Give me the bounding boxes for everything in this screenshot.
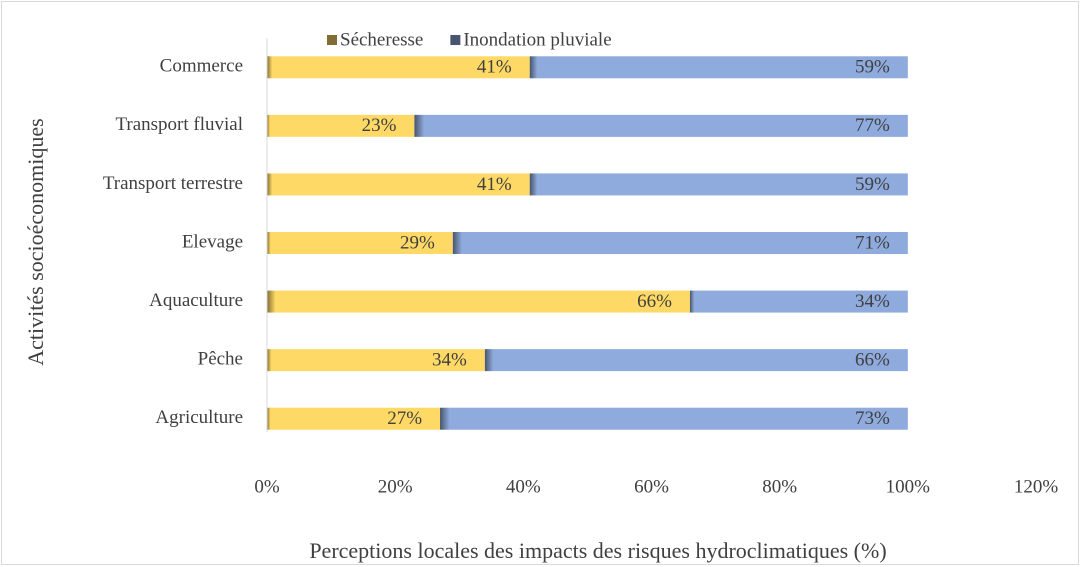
y-tick-label: Transport fluvial — [115, 114, 243, 135]
value-label: 41% — [477, 174, 512, 195]
value-label: 66% — [637, 291, 672, 312]
value-label: 59% — [855, 174, 890, 195]
y-tick-label: Agriculture — [155, 407, 243, 428]
bar-segment — [267, 56, 530, 79]
value-label: 66% — [855, 350, 890, 371]
value-label: 23% — [362, 115, 397, 136]
bar-segment — [414, 114, 908, 137]
bar-segment — [484, 349, 908, 372]
x-tick-label: 40% — [506, 476, 541, 497]
bar-segment — [267, 173, 530, 196]
bar-segment — [529, 56, 908, 79]
bar-segment — [267, 232, 453, 254]
legend-label: Inondation pluviale — [463, 29, 611, 50]
value-label: 29% — [400, 232, 435, 253]
y-tick-label: Aquaculture — [149, 290, 243, 311]
bar-segment — [440, 407, 908, 430]
y-tick-label: Elevage — [182, 231, 243, 252]
bar-segment — [267, 407, 441, 430]
legend-swatch — [450, 35, 461, 45]
y-tick-label: Pêche — [198, 349, 243, 370]
y-tick-label: Commerce — [160, 56, 243, 77]
value-label: 77% — [855, 115, 890, 136]
value-label: 34% — [855, 291, 890, 312]
bar-segment — [267, 349, 485, 372]
bar-segment — [452, 232, 908, 254]
bar-segment — [267, 290, 690, 313]
x-tick-label: 20% — [378, 476, 413, 497]
x-tick-label: 100% — [886, 476, 931, 497]
value-label: 41% — [477, 57, 512, 78]
value-label: 34% — [432, 350, 467, 371]
x-tick-label: 0% — [254, 476, 280, 497]
value-label: 73% — [855, 408, 890, 429]
bar-segment — [689, 290, 908, 313]
x-axis-title: Perceptions locales des impacts des risq… — [309, 538, 886, 563]
value-label: 59% — [855, 57, 890, 78]
bar-segment — [529, 173, 908, 196]
y-axis-title: Activités socioéconomiques — [23, 118, 48, 365]
value-label: 27% — [387, 408, 422, 429]
x-tick-label: 80% — [762, 476, 797, 497]
legend-label: Sécheresse — [340, 29, 423, 50]
x-tick-label: 120% — [1014, 476, 1059, 497]
x-tick-label: 60% — [634, 476, 669, 497]
value-label: 71% — [855, 232, 890, 253]
bar-segment — [267, 114, 415, 137]
y-tick-label: Transport terrestre — [103, 173, 243, 194]
legend-swatch — [327, 35, 337, 45]
